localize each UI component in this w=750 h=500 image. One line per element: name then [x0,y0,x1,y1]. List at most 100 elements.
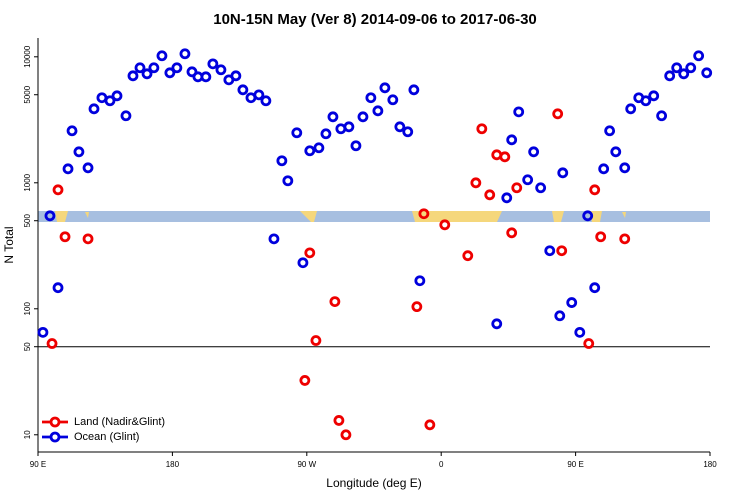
point [589,282,601,294]
point [282,175,294,187]
point [82,233,94,245]
point [127,70,139,82]
point [299,375,311,386]
point [470,177,482,189]
point [52,184,64,196]
y-tick-label: 1000 [23,173,32,191]
point [566,297,578,308]
point [320,128,332,140]
point [640,95,652,107]
point [379,82,391,94]
point [598,163,610,175]
point [693,50,705,62]
point [37,326,49,338]
point [62,163,74,175]
x-tick-label: 90 E [30,460,46,469]
point [522,174,534,186]
y-tick-label: 500 [23,214,32,228]
point [671,62,683,74]
point [179,48,191,60]
point [111,90,123,102]
point [365,92,377,104]
point [357,111,369,123]
point [66,125,78,137]
point [171,62,183,74]
point [556,245,568,257]
point [120,110,132,122]
point [528,146,540,158]
point [557,167,569,179]
point [610,146,622,158]
point [215,64,227,76]
point [186,66,198,78]
y-axis-label: N Total [2,226,16,263]
point [648,90,660,102]
point [491,318,503,330]
point [73,146,85,158]
point [304,145,316,157]
point [589,184,601,196]
map-strip [38,211,710,222]
point [44,210,56,222]
point [476,123,488,135]
point [59,231,71,243]
point [583,338,595,349]
point [134,62,146,74]
point [685,62,697,74]
point [574,326,586,338]
x-tick-label: 0 [439,460,444,469]
x-tick-label: 180 [703,460,717,469]
point [230,70,242,82]
point [552,108,564,120]
point [327,111,339,123]
point [544,245,556,257]
point [595,231,607,243]
point [253,89,265,101]
point [402,126,414,138]
point [141,68,153,80]
point [46,338,58,349]
point [82,162,94,174]
point [411,301,423,313]
point [329,296,341,308]
point [372,105,384,117]
point [656,110,668,122]
point [678,68,690,80]
point [625,103,637,115]
legend-label: Ocean (Glint) [74,431,139,443]
x-tick-label: 90 W [297,460,316,469]
point [535,182,547,194]
point [484,189,496,201]
point [408,84,420,96]
point [582,210,594,222]
point [619,233,631,245]
point [333,415,345,426]
point [499,151,511,163]
point [604,125,616,137]
point [88,103,100,115]
chart-title: 10N-15N May (Ver 8) 2014-09-06 to 2017-0… [213,11,537,28]
point [394,121,406,133]
point [511,182,523,194]
point [664,70,676,82]
y-tick-label: 10000 [23,45,32,68]
point [313,142,325,154]
point [156,50,168,62]
point [291,127,303,139]
y-tick-label: 5000 [23,85,32,103]
point [343,121,355,133]
legend-label: Land (Nadir&Glint) [74,416,165,428]
point [506,227,518,239]
point [304,247,316,259]
point [297,257,309,269]
y-tick-label: 50 [23,342,32,351]
point [207,58,219,70]
point [462,250,474,262]
point [619,162,631,174]
legend-marker [49,431,61,443]
point [237,84,249,96]
point [387,94,399,106]
y-tick-label: 10 [23,430,32,439]
point [506,134,518,146]
